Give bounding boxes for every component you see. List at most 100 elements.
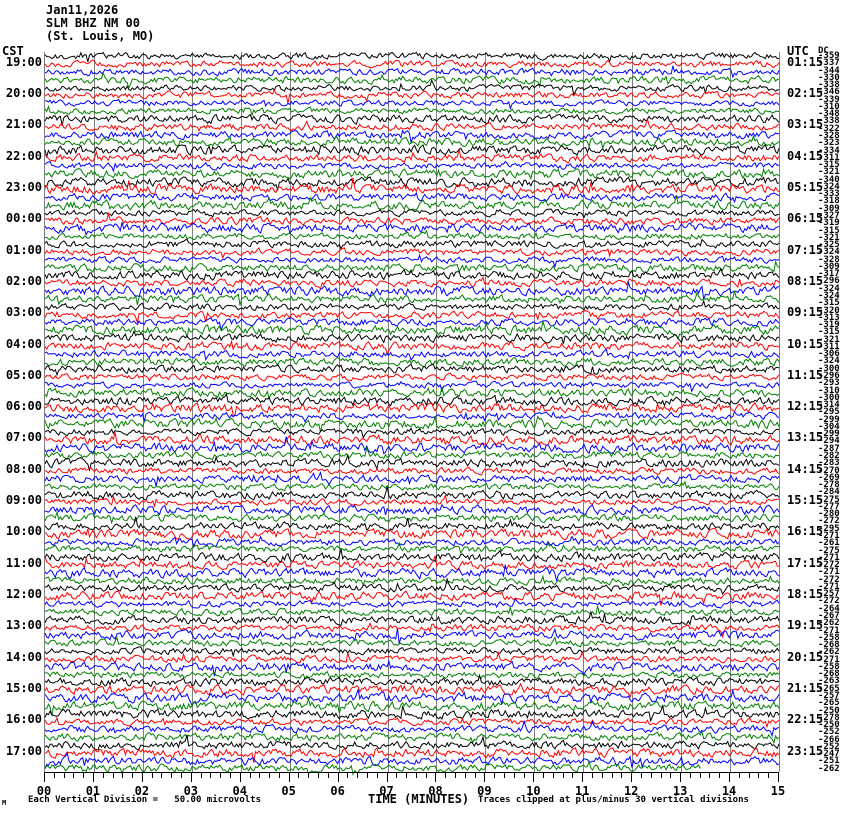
dc-value: -317 xyxy=(818,269,840,280)
dc-value: -250 xyxy=(818,720,840,731)
dc-value: -311 xyxy=(818,152,840,163)
cst-hour-label: 15:00 xyxy=(5,680,42,695)
dc-value: -293 xyxy=(818,378,840,389)
plot-header: Jan11,2026 SLM BHZ NM 00 (St. Louis, MO) xyxy=(46,4,154,43)
cst-hour-label: 04:00 xyxy=(5,336,42,351)
vertical-gridline xyxy=(387,52,389,772)
seismic-trace xyxy=(44,309,780,323)
x-minor-tick xyxy=(611,772,613,778)
dc-value: -315 xyxy=(818,160,840,171)
seismic-trace xyxy=(44,280,779,300)
x-minor-tick xyxy=(719,772,721,778)
dc-value: -271 xyxy=(818,552,840,563)
header-date: Jan11,2026 xyxy=(46,3,119,17)
utc-hour-label: 19:15 xyxy=(787,618,824,633)
seismic-trace xyxy=(44,402,780,417)
dc-value: -324 xyxy=(818,291,840,301)
cst-hour-label: 08:00 xyxy=(5,461,42,476)
cst-hour-label: 20:00 xyxy=(5,86,42,101)
seismic-trace xyxy=(44,751,780,769)
seismic-trace xyxy=(44,246,780,260)
dc-value: -287 xyxy=(818,443,840,454)
dc-value: -340 xyxy=(818,174,840,185)
seismic-trace xyxy=(44,527,780,540)
x-minor-tick xyxy=(660,772,662,778)
cst-hour-label: 21:00 xyxy=(5,117,42,132)
dc-value: -348 xyxy=(818,109,840,120)
dc-value: -359 xyxy=(818,51,840,61)
x-minor-tick xyxy=(83,772,85,778)
dc-value: -269 xyxy=(818,472,840,483)
cst-hour-label: 14:00 xyxy=(5,649,42,664)
seismic-trace xyxy=(44,317,780,333)
seismic-trace xyxy=(44,99,780,111)
dc-value: -271 xyxy=(818,581,840,592)
x-tick-label: 07 xyxy=(379,784,394,798)
utc-hour-label: 01:15 xyxy=(787,54,824,69)
utc-hour-label: 23:15 xyxy=(787,743,824,758)
dc-value: -271 xyxy=(818,654,840,665)
seismic-trace xyxy=(44,363,780,377)
x-minor-tick xyxy=(425,772,427,778)
seismic-trace xyxy=(44,703,780,723)
vertical-gridline xyxy=(289,52,291,772)
seismic-trace xyxy=(44,432,780,446)
dc-value: -314 xyxy=(818,400,840,411)
cst-hour-label: 13:00 xyxy=(5,618,42,633)
utc-hour-label: 11:15 xyxy=(787,367,824,382)
dc-value: -272 xyxy=(818,560,840,571)
seismic-trace xyxy=(44,760,701,777)
x-minor-tick xyxy=(63,772,65,778)
x-minor-tick xyxy=(494,772,496,778)
dc-value: -280 xyxy=(818,509,840,520)
cst-hour-label: 22:00 xyxy=(5,148,42,163)
x-minor-tick xyxy=(269,772,271,778)
seismic-trace xyxy=(44,392,780,407)
seismic-trace xyxy=(44,253,780,269)
utc-hour-label: 17:15 xyxy=(787,555,824,570)
seismic-trace xyxy=(44,747,780,763)
x-minor-tick xyxy=(102,772,104,778)
dc-value: -294 xyxy=(818,436,840,447)
x-minor-tick xyxy=(366,772,368,778)
cst-hour-label: 12:00 xyxy=(5,587,42,601)
x-major-tick xyxy=(680,772,682,782)
seismic-trace xyxy=(44,534,780,549)
header-station: SLM BHZ NM 00 xyxy=(46,16,140,30)
utc-hour-label: 10:15 xyxy=(787,336,824,351)
x-minor-tick xyxy=(396,772,398,778)
x-minor-tick xyxy=(347,772,349,778)
dc-value: -257 xyxy=(818,691,840,701)
dc-value: -272 xyxy=(818,574,840,585)
seismic-trace xyxy=(44,299,780,312)
x-minor-tick xyxy=(552,772,554,778)
dc-value: -339 xyxy=(818,94,840,105)
dc-value: -278 xyxy=(818,480,840,491)
x-minor-tick xyxy=(758,772,760,778)
dc-value: -265 xyxy=(818,683,840,694)
x-major-tick xyxy=(533,772,535,782)
seismic-trace xyxy=(44,135,780,151)
helicorder-plot[interactable] xyxy=(44,51,780,777)
x-minor-tick xyxy=(621,772,623,778)
seismic-trace xyxy=(45,697,780,716)
dc-value: -250 xyxy=(818,705,840,716)
utc-hour-label: 16:15 xyxy=(787,524,824,539)
vertical-gridline xyxy=(142,52,144,772)
dc-value: -322 xyxy=(818,123,840,134)
dc-value: -263 xyxy=(818,676,840,687)
dc-value: -319 xyxy=(818,320,840,331)
x-minor-tick xyxy=(748,772,750,778)
seismic-trace xyxy=(44,222,780,237)
seismic-trace xyxy=(44,51,780,64)
x-axis-ticks xyxy=(44,772,779,782)
seismic-trace xyxy=(44,347,780,362)
dc-value: -296 xyxy=(818,276,840,287)
seismic-trace xyxy=(44,549,780,564)
dc-value: -299 xyxy=(818,414,840,425)
x-minor-tick xyxy=(318,772,320,778)
dc-value: -275 xyxy=(818,545,840,556)
dc-value: -338 xyxy=(818,116,840,127)
x-minor-tick xyxy=(562,772,564,778)
seismic-trace xyxy=(44,730,780,745)
